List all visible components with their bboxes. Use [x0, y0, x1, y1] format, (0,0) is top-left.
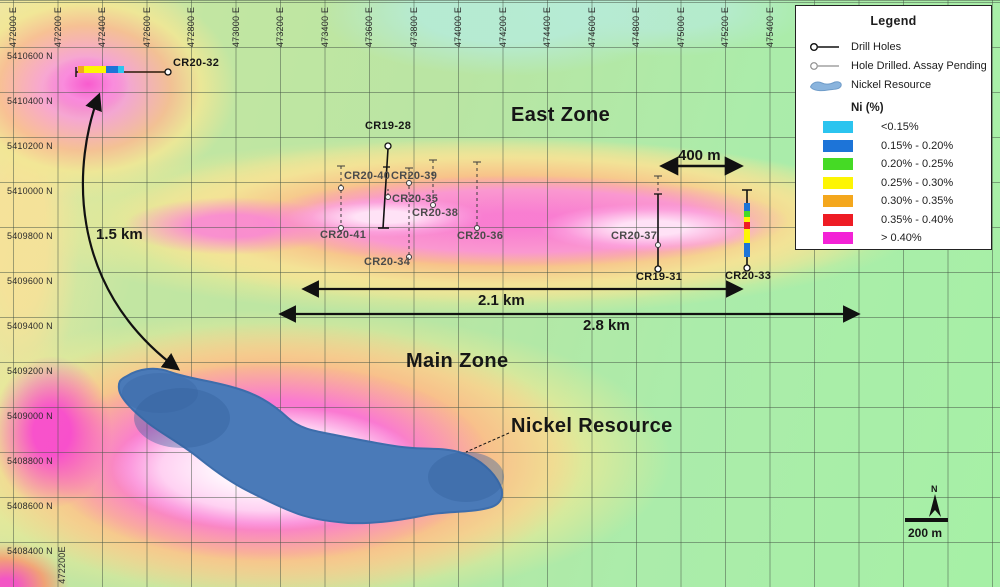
color-swatch: [823, 176, 853, 189]
distance-2-1km-label: 2.1 km: [478, 292, 525, 309]
ni-class-row: > 0.40%: [823, 229, 991, 248]
easting-label: 475000 E: [675, 6, 686, 48]
class-label: 0.30% - 0.35%: [881, 195, 954, 208]
color-swatch: [823, 121, 853, 134]
easting-label: 473400 E: [319, 6, 330, 48]
color-swatch: [823, 158, 853, 171]
easting-label: 473000 E: [230, 6, 241, 48]
color-swatch: [823, 232, 853, 245]
legend-title: Legend: [870, 14, 917, 28]
legend-item-label: Drill Holes: [851, 41, 902, 53]
northing-label: 5409600 N: [7, 276, 53, 286]
class-label: 0.15% - 0.20%: [881, 139, 954, 152]
drill-label-cr20-33: CR20-33: [725, 270, 772, 282]
class-label: 0.25% - 0.30%: [881, 176, 954, 189]
color-swatch: [823, 139, 853, 152]
drill-label-cr19-31: CR19-31: [636, 271, 683, 283]
drill-label-cr20-32: CR20-32: [173, 57, 220, 69]
class-label: <0.15%: [881, 121, 919, 134]
ni-class-row: 0.30% - 0.35%: [823, 192, 991, 211]
easting-label: 472800 E: [186, 6, 196, 48]
easting-label: 474000 E: [453, 6, 463, 48]
northing-label: 5409800 N: [7, 231, 53, 241]
northing-label: 5408600 N: [7, 501, 53, 511]
class-label: > 0.40%: [881, 232, 922, 245]
ni-class-row: 0.20% - 0.25%: [823, 155, 991, 174]
easting-label: 472200 E: [52, 6, 63, 48]
color-swatch: [823, 195, 853, 208]
easting-label: 473200 E: [275, 6, 285, 48]
northing-label: 5410600 N: [7, 51, 53, 61]
northing-label: 5410000 N: [7, 186, 53, 196]
drill-hole-icon: [809, 42, 851, 52]
ni-class-row: <0.15%: [823, 118, 991, 137]
easting-label: 475200 E: [720, 6, 730, 48]
nickel-resource-label: Nickel Resource: [511, 415, 673, 437]
class-label: 0.20% - 0.25%: [881, 158, 954, 171]
drill-label-cr20-40: CR20-40: [344, 170, 391, 182]
easting-label: 472000 E: [8, 6, 18, 48]
legend-item-nickel-resource: Nickel Resource: [809, 76, 991, 94]
drill-label-cr20-35: CR20-35: [392, 193, 439, 205]
main-zone-label: Main Zone: [406, 350, 509, 372]
easting-label: 473600 E: [364, 6, 374, 48]
scale-bar: [905, 518, 948, 522]
nickel-resource-leader-line: [465, 432, 510, 453]
class-label: 0.35% - 0.40%: [881, 213, 954, 226]
ni-class-row: 0.35% - 0.40%: [823, 211, 991, 230]
nickel-resource-blob: [117, 367, 504, 525]
northing-label: 5409200 N: [7, 366, 53, 376]
north-arrow-icon: [929, 494, 941, 517]
drill-label-cr20-41: CR20-41: [320, 229, 367, 241]
easting-label: 474800 E: [631, 6, 641, 48]
drill-label-cr20-37: CR20-37: [611, 230, 658, 242]
easting-label: 474200 E: [497, 6, 508, 48]
color-swatch: [823, 213, 853, 226]
easting-label: 473800 E: [408, 6, 419, 48]
scale-bar-label: 200 m: [908, 526, 943, 540]
easting-label: 472400 E: [97, 6, 107, 48]
easting-label: 474600 E: [586, 6, 597, 48]
drill-label-cr19-28: CR19-28: [365, 120, 412, 132]
drill-label-cr20-39: CR20-39: [391, 170, 438, 182]
legend-item-assay-pending: Hole Drilled. Assay Pending: [809, 57, 991, 75]
legend: Legend Drill Holes Hole Drilled. Assay P…: [795, 5, 992, 250]
northing-label: 5410400 N: [7, 96, 53, 106]
drill-hole-cr20-37-cr19-31: [654, 175, 662, 273]
ni-class-row: 0.15% - 0.20%: [823, 137, 991, 156]
legend-item-drill-holes: Drill Holes: [809, 38, 991, 56]
north-label: N: [931, 484, 938, 494]
drill-label-cr20-36: CR20-36: [457, 230, 504, 242]
legend-item-label: Hole Drilled. Assay Pending: [851, 60, 987, 72]
ni-scale-title: Ni (%): [851, 102, 884, 114]
bottom-easting-label: 472200E: [57, 546, 67, 584]
distance-400m-label: 400 m: [678, 147, 721, 164]
hole-pending-icon: [809, 61, 851, 71]
drill-label-cr20-38: CR20-38: [412, 207, 459, 219]
drill-hole-cr20-33: [742, 189, 752, 272]
legend-item-label: Nickel Resource: [851, 79, 932, 91]
distance-1-5km-label: 1.5 km: [96, 226, 143, 243]
distance-2-8km-label: 2.8 km: [583, 317, 630, 334]
northing-label: 5408400 N: [7, 546, 53, 556]
drill-hole-cr20-36: [473, 161, 481, 231]
northing-label: 5408800 N: [7, 456, 53, 466]
northing-label: 5410200 N: [7, 141, 53, 151]
northing-label: 5409000 N: [7, 411, 53, 421]
easting-label: 474400 E: [542, 6, 552, 48]
drill-hole-cr19-28: [378, 142, 392, 229]
ni-class-row: 0.25% - 0.30%: [823, 174, 991, 193]
northing-label: 5409400 N: [7, 321, 53, 331]
nickel-resource-icon: [809, 78, 851, 92]
drill-hole-cr20-32: [75, 66, 172, 77]
easting-label: 475400 E: [764, 6, 775, 48]
drill-label-cr20-34: CR20-34: [364, 256, 411, 268]
drill-hole-cr20-35: [385, 189, 391, 200]
easting-label: 472600 E: [141, 6, 152, 48]
east-zone-label: East Zone: [511, 104, 611, 126]
